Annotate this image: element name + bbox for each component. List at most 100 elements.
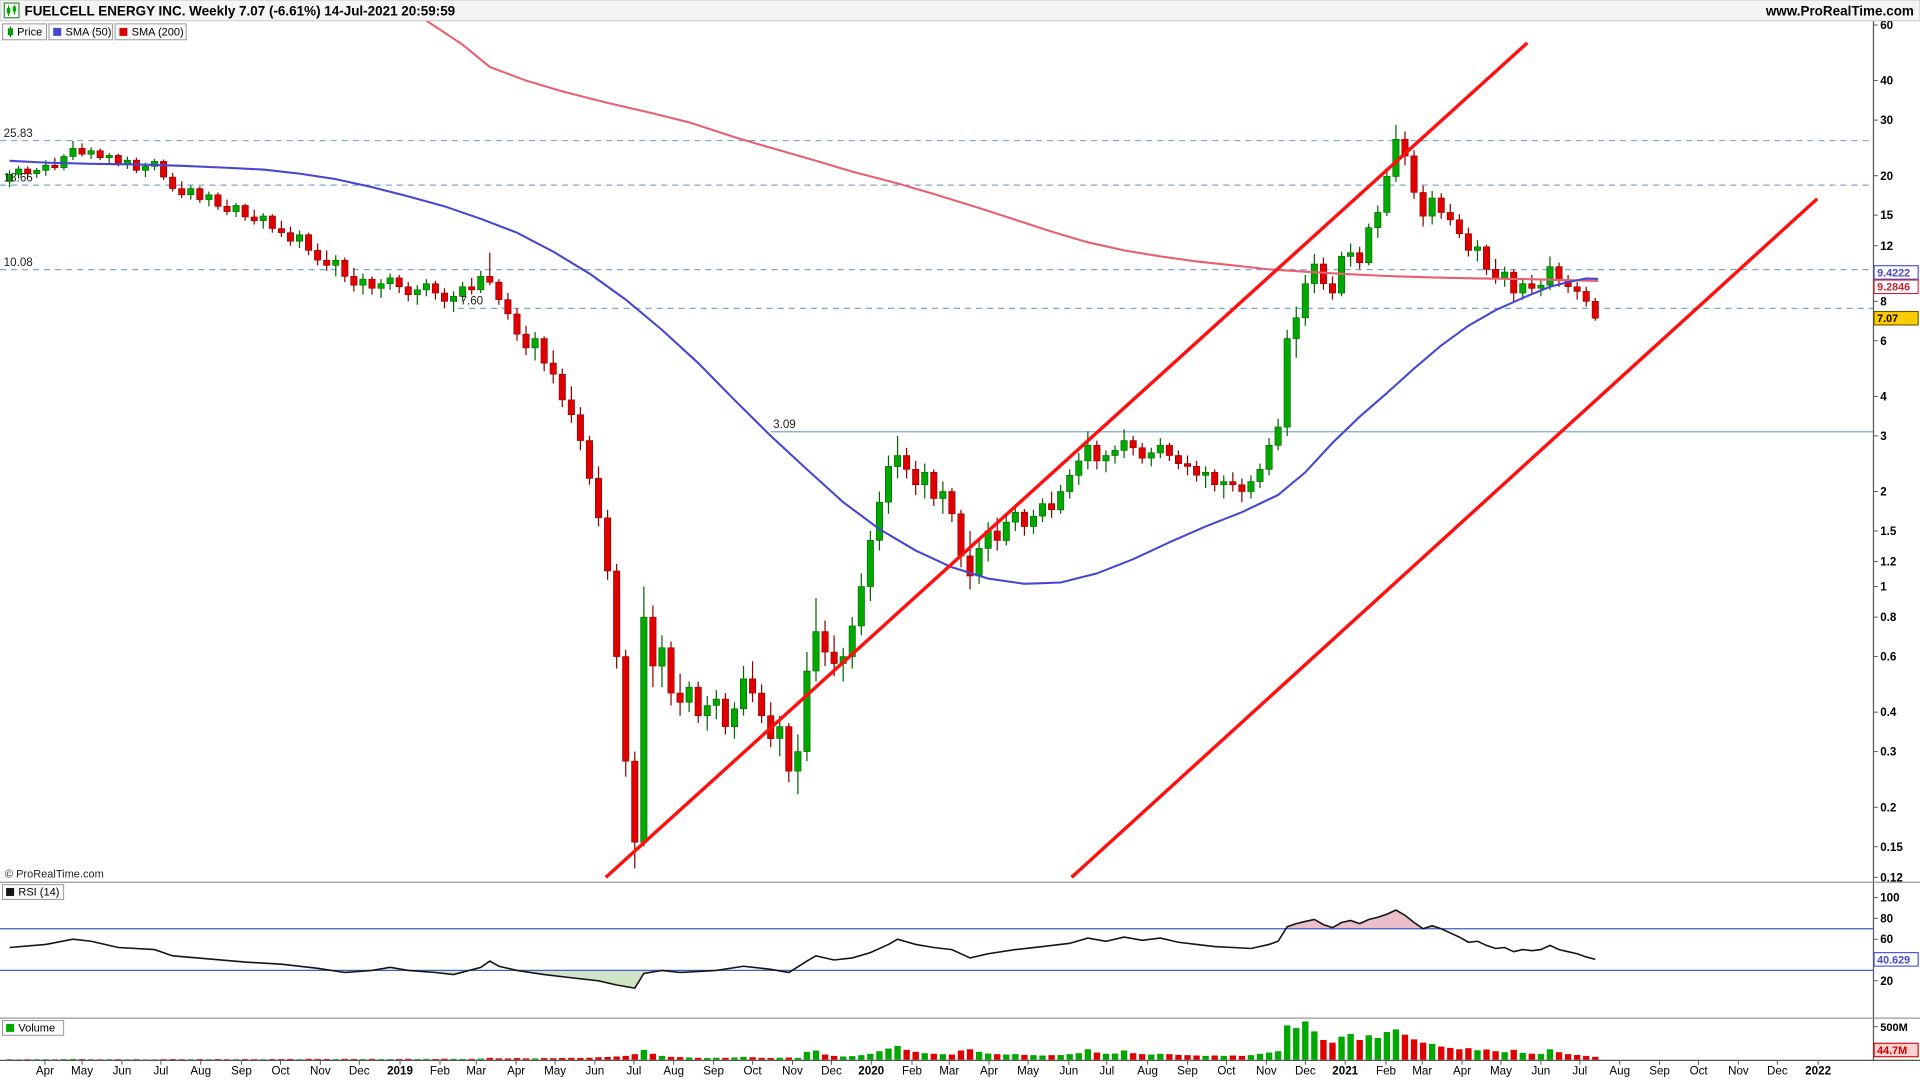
time-axis-month-label: Dec <box>1295 1064 1316 1077</box>
volume-bar <box>1465 1048 1472 1060</box>
volume-bar <box>1148 1054 1155 1060</box>
rsi-color-swatch-icon <box>6 888 15 896</box>
price-axis-tick-label: 15 <box>1880 209 1893 222</box>
legend-price-badge[interactable]: Price <box>2 23 47 41</box>
volume-bar <box>106 1059 113 1060</box>
volume-bar <box>278 1059 285 1060</box>
volume-bar <box>803 1051 811 1060</box>
candle <box>1138 442 1146 464</box>
volume-bar <box>740 1056 747 1060</box>
candle <box>1328 276 1336 300</box>
volume-bar <box>559 1057 566 1060</box>
time-axis-month-label: Sep <box>1649 1064 1670 1077</box>
volume-bar <box>1329 1042 1336 1060</box>
candle <box>776 715 784 757</box>
candle <box>15 165 23 179</box>
volume-bar <box>867 1053 874 1060</box>
legend-bar: Price SMA (50) SMA (200) <box>2 23 187 41</box>
volume-bar <box>1302 1021 1309 1060</box>
volume-bar <box>722 1057 729 1060</box>
volume-bar <box>1274 1051 1282 1060</box>
last-price-tag: 7.07 <box>1873 310 1919 326</box>
volume-bar <box>649 1053 657 1060</box>
trend-line[interactable] <box>1070 197 1819 879</box>
candle <box>386 273 394 290</box>
candle <box>359 273 367 295</box>
candle <box>930 469 938 506</box>
candle <box>1455 214 1463 238</box>
volume-bar <box>223 1059 231 1060</box>
candle <box>1374 205 1382 238</box>
candle <box>214 192 222 210</box>
candle <box>440 288 448 309</box>
candle <box>187 185 195 200</box>
candle <box>96 148 104 161</box>
volume-bar <box>812 1050 820 1060</box>
time-axis[interactable]: Apr May Jun Jul Aug Sep Oct Nov Dec 2019 Feb Mar Apr… <box>0 1059 1920 1077</box>
candle <box>576 407 584 451</box>
price-axis-tick-label: 0.8 <box>1880 611 1897 624</box>
time-axis-month-label: Feb <box>902 1064 922 1077</box>
time-axis-year-label: 2021 <box>1332 1064 1358 1077</box>
volume-bar <box>903 1049 910 1060</box>
time-axis-month-label: Nov <box>1728 1064 1749 1077</box>
time-axis-month-label: Jul <box>153 1064 168 1077</box>
price-axis-tick-label: 0.12 <box>1880 871 1903 884</box>
website-link[interactable]: www.ProRealTime.com <box>1765 3 1914 18</box>
volume-bar <box>287 1058 294 1060</box>
volume-bar <box>685 1057 693 1060</box>
volume-bar <box>1021 1054 1028 1060</box>
candle <box>1464 227 1472 257</box>
volume-bar <box>631 1054 638 1060</box>
candle <box>51 157 59 171</box>
candle <box>314 243 322 266</box>
volume-bar <box>604 1056 611 1060</box>
volume-bar <box>966 1049 974 1060</box>
rsi-badge[interactable]: RSI (14) <box>2 884 65 900</box>
price-levels <box>0 139 1874 433</box>
time-axis-month-label: Dec <box>821 1064 842 1077</box>
candle <box>1446 203 1454 226</box>
volume-bar <box>269 1059 276 1060</box>
price-level-label: 25.83 <box>4 127 33 140</box>
volume-bar <box>133 1059 140 1060</box>
price-axis-tick-label: 12 <box>1880 240 1893 253</box>
time-axis-month-label: Jul <box>1099 1064 1114 1077</box>
volume-bar <box>731 1057 738 1060</box>
volume-bar <box>840 1056 847 1060</box>
candle <box>468 277 476 295</box>
volume-bar <box>758 1057 765 1060</box>
app-candlestick-icon <box>3 2 20 19</box>
candle <box>24 166 32 178</box>
candle <box>1129 435 1137 456</box>
legend-sma200-badge[interactable]: SMA (200) <box>114 23 187 41</box>
volume-bar <box>504 1058 512 1060</box>
volume-bar <box>42 1059 49 1060</box>
volume-bar <box>767 1057 774 1060</box>
candle <box>332 255 340 277</box>
time-axis-month-label: Sep <box>703 1064 724 1077</box>
time-axis-month-label: Oct <box>1217 1064 1236 1077</box>
candle <box>1573 282 1581 300</box>
volume-bar <box>187 1059 194 1060</box>
price-axis[interactable]: 60 40 30 20 15 12 8 6 4 3 2 1.5 1.2 1 0.8 0.6 0.4 0.3 0.2 0… <box>1872 19 1920 1061</box>
chart-plot-area[interactable] <box>0 20 1874 1061</box>
price-axis-tick-label: 30 <box>1880 114 1893 127</box>
candle <box>268 214 276 233</box>
candle <box>921 463 929 499</box>
volume-bar <box>1129 1053 1137 1060</box>
volume-bar <box>33 1059 40 1060</box>
trend-line[interactable] <box>604 41 1529 879</box>
volume-bar <box>1238 1055 1246 1060</box>
volume-badge[interactable]: Volume <box>2 1020 65 1036</box>
volume-bar <box>1166 1054 1173 1060</box>
candle <box>1193 460 1201 482</box>
volume-bar <box>1592 1056 1599 1060</box>
volume-bar <box>984 1053 992 1060</box>
candle <box>1546 256 1554 290</box>
volume-bar <box>1428 1043 1436 1060</box>
volume-bar <box>513 1058 521 1060</box>
candle <box>160 159 168 180</box>
legend-sma50-badge[interactable]: SMA (50) <box>48 23 114 41</box>
volume-bar <box>1003 1054 1010 1060</box>
